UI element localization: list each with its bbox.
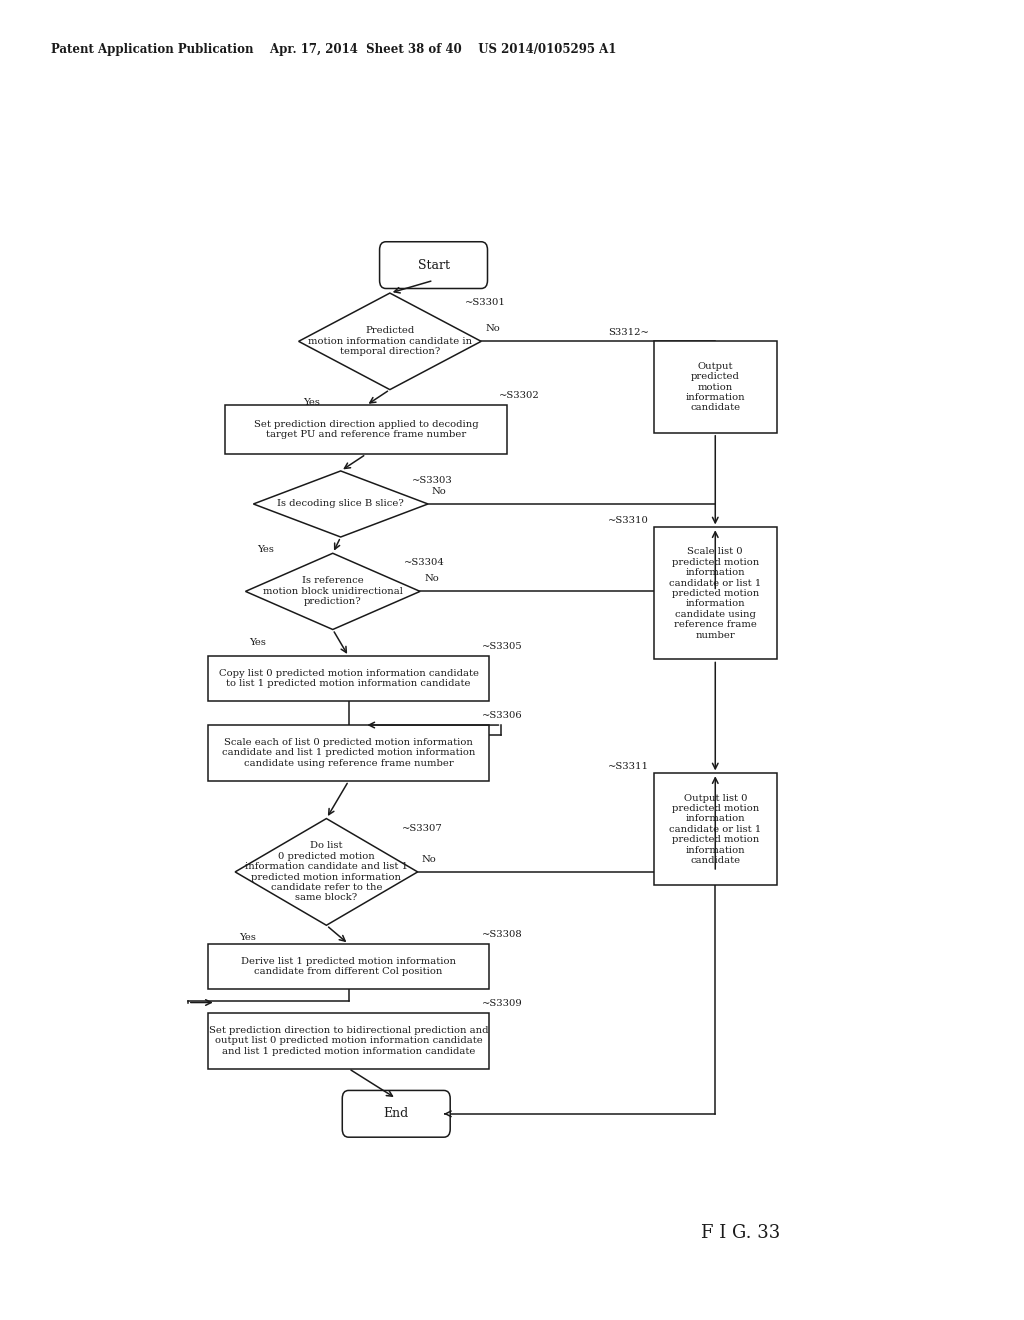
Polygon shape (299, 293, 481, 389)
Text: F I G. 33: F I G. 33 (701, 1224, 780, 1242)
Text: ~S3309: ~S3309 (481, 999, 522, 1007)
FancyBboxPatch shape (380, 242, 487, 289)
Bar (653, 342, 777, 433)
Text: Predicted
motion information candidate in
temporal direction?: Predicted motion information candidate i… (308, 326, 472, 356)
Text: ~S3305: ~S3305 (481, 643, 522, 651)
Text: Patent Application Publication    Apr. 17, 2014  Sheet 38 of 40    US 2014/01052: Patent Application Publication Apr. 17, … (51, 42, 616, 55)
Text: S3312~: S3312~ (607, 329, 648, 338)
Bar (208, 656, 489, 701)
Bar (208, 944, 489, 989)
Bar (653, 774, 777, 886)
Text: Output
predicted
motion
information
candidate: Output predicted motion information cand… (685, 362, 745, 412)
Text: ~S3307: ~S3307 (401, 824, 442, 833)
Text: End: End (384, 1107, 409, 1121)
Text: ~S3310: ~S3310 (607, 516, 648, 525)
Text: Is decoding slice B slice?: Is decoding slice B slice? (278, 499, 404, 508)
Text: No: No (485, 325, 500, 333)
Text: Set prediction direction applied to decoding
target PU and reference frame numbe: Set prediction direction applied to deco… (254, 420, 478, 440)
Text: Start: Start (418, 259, 450, 272)
Text: Set prediction direction to bidirectional prediction and
output list 0 predicted: Set prediction direction to bidirectiona… (209, 1026, 488, 1056)
Text: No: No (424, 574, 438, 583)
FancyBboxPatch shape (342, 1090, 451, 1138)
Text: ~S3302: ~S3302 (499, 391, 540, 400)
Text: ~S3304: ~S3304 (404, 558, 445, 568)
Text: No: No (432, 487, 446, 496)
Text: ~S3311: ~S3311 (607, 762, 649, 771)
Text: ~S3303: ~S3303 (412, 477, 453, 484)
Text: Yes: Yes (240, 933, 256, 942)
Polygon shape (246, 553, 420, 630)
Text: ~S3306: ~S3306 (481, 711, 522, 719)
Bar (225, 405, 507, 454)
Text: Derive list 1 predicted motion information
candidate from different Col position: Derive list 1 predicted motion informati… (241, 957, 456, 975)
Text: Scale each of list 0 predicted motion information
candidate and list 1 predicted: Scale each of list 0 predicted motion in… (222, 738, 475, 768)
Bar (653, 528, 777, 660)
Text: Yes: Yes (257, 545, 274, 554)
Text: Output list 0
predicted motion
information
candidate or list 1
predicted motion
: Output list 0 predicted motion informati… (669, 793, 762, 865)
Text: Is reference
motion block unidirectional
prediction?: Is reference motion block unidirectional… (263, 577, 402, 606)
Text: No: No (422, 855, 436, 863)
Bar (208, 1012, 489, 1069)
Text: Do list
0 predicted motion
information candidate and list 1
predicted motion inf: Do list 0 predicted motion information c… (245, 841, 408, 903)
Text: ~S3308: ~S3308 (481, 931, 522, 939)
Text: Yes: Yes (303, 397, 319, 407)
Text: Yes: Yes (250, 638, 266, 647)
Bar (208, 725, 489, 781)
Polygon shape (236, 818, 418, 925)
Text: ~S3301: ~S3301 (465, 298, 506, 308)
Text: Copy list 0 predicted motion information candidate
to list 1 predicted motion in: Copy list 0 predicted motion information… (218, 669, 478, 689)
Text: Scale list 0
predicted motion
information
candidate or list 1
predicted motion
i: Scale list 0 predicted motion informatio… (669, 548, 762, 639)
Polygon shape (253, 471, 428, 537)
